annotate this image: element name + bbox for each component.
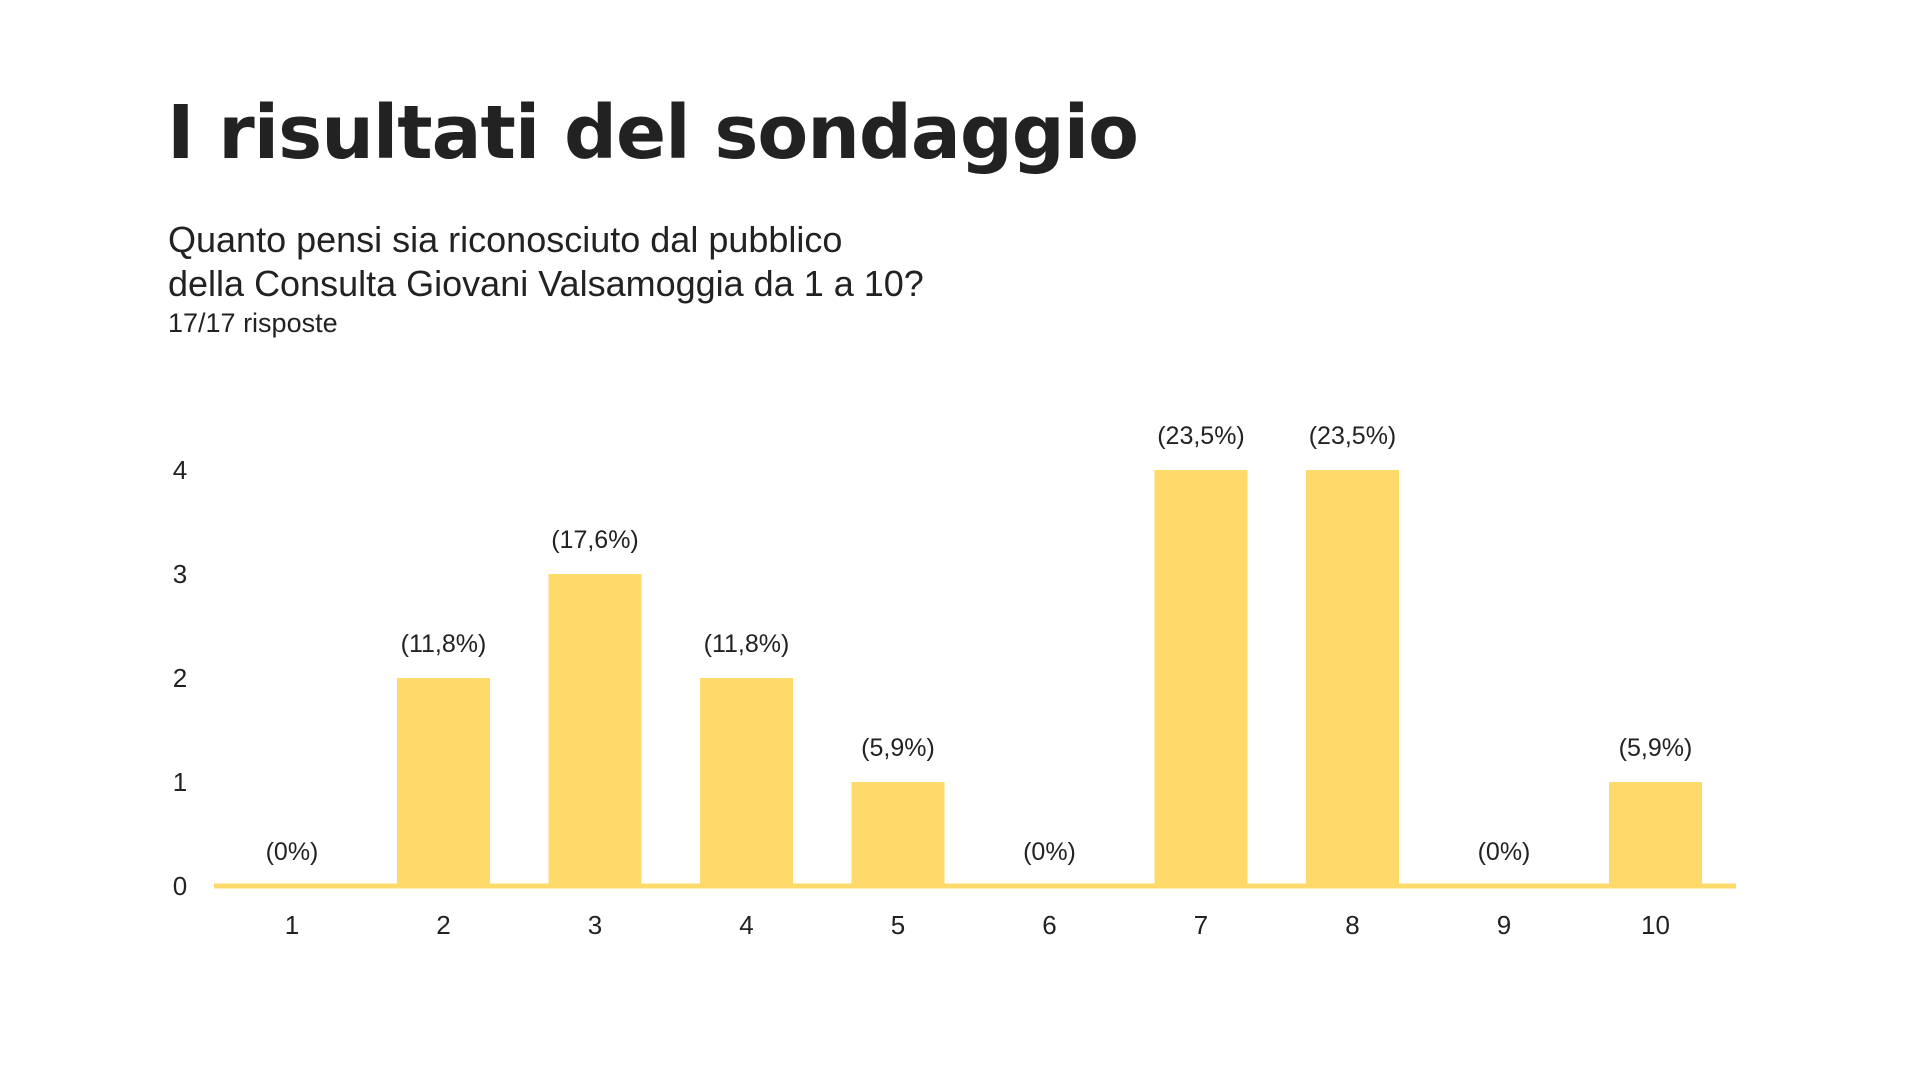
x-tick-2: 2	[436, 910, 450, 940]
bar-4	[700, 678, 793, 886]
bar-3	[548, 574, 642, 886]
survey-question: Quanto pensi sia riconosciuto dal pubbli…	[168, 218, 924, 306]
page-title: I risultati del sondaggio	[167, 90, 1139, 176]
y-tick-4: 4	[173, 455, 187, 485]
bar-10	[1609, 782, 1702, 886]
bar-7	[1154, 470, 1248, 886]
y-tick-1: 1	[173, 767, 187, 797]
data-label-5: (5,9%)	[861, 734, 935, 762]
response-count: 17/17 risposte	[168, 308, 338, 338]
x-tick-5: 5	[891, 910, 905, 940]
x-tick-10: 10	[1641, 910, 1670, 940]
x-tick-7: 7	[1194, 910, 1208, 940]
x-axis: 1 2 3 4 5 6 7 8 9 10	[285, 910, 1670, 940]
bar-8	[1306, 470, 1399, 886]
y-tick-0: 0	[173, 871, 187, 901]
y-axis: 0 1 2 3 4	[173, 455, 187, 901]
question-line-2: della Consulta Giovani Valsamoggia da 1 …	[168, 263, 924, 304]
data-labels: (0%) (11,8%) (17,6%) (11,8%) (5,9%) (0%) (23,5…	[266, 422, 1693, 866]
x-tick-9: 9	[1497, 910, 1511, 940]
x-tick-8: 8	[1345, 910, 1359, 940]
y-tick-2: 2	[173, 663, 187, 693]
data-label-7: (23,5%)	[1157, 422, 1245, 450]
x-tick-1: 1	[285, 910, 299, 940]
data-label-8: (23,5%)	[1309, 422, 1397, 450]
data-label-3: (17,6%)	[551, 526, 639, 554]
data-label-9: (0%)	[1478, 838, 1531, 866]
x-tick-3: 3	[588, 910, 602, 940]
question-line-1: Quanto pensi sia riconosciuto dal pubbli…	[168, 219, 843, 260]
data-label-1: (0%)	[266, 838, 319, 866]
data-label-6: (0%)	[1023, 838, 1076, 866]
data-label-4: (11,8%)	[704, 630, 790, 658]
y-tick-3: 3	[173, 559, 187, 589]
x-tick-4: 4	[739, 910, 753, 940]
bar-2	[397, 678, 490, 886]
x-tick-6: 6	[1042, 910, 1056, 940]
data-label-10: (5,9%)	[1619, 734, 1693, 762]
bar-5	[851, 782, 945, 886]
data-label-2: (11,8%)	[401, 630, 487, 658]
bars-layer	[397, 470, 1702, 886]
